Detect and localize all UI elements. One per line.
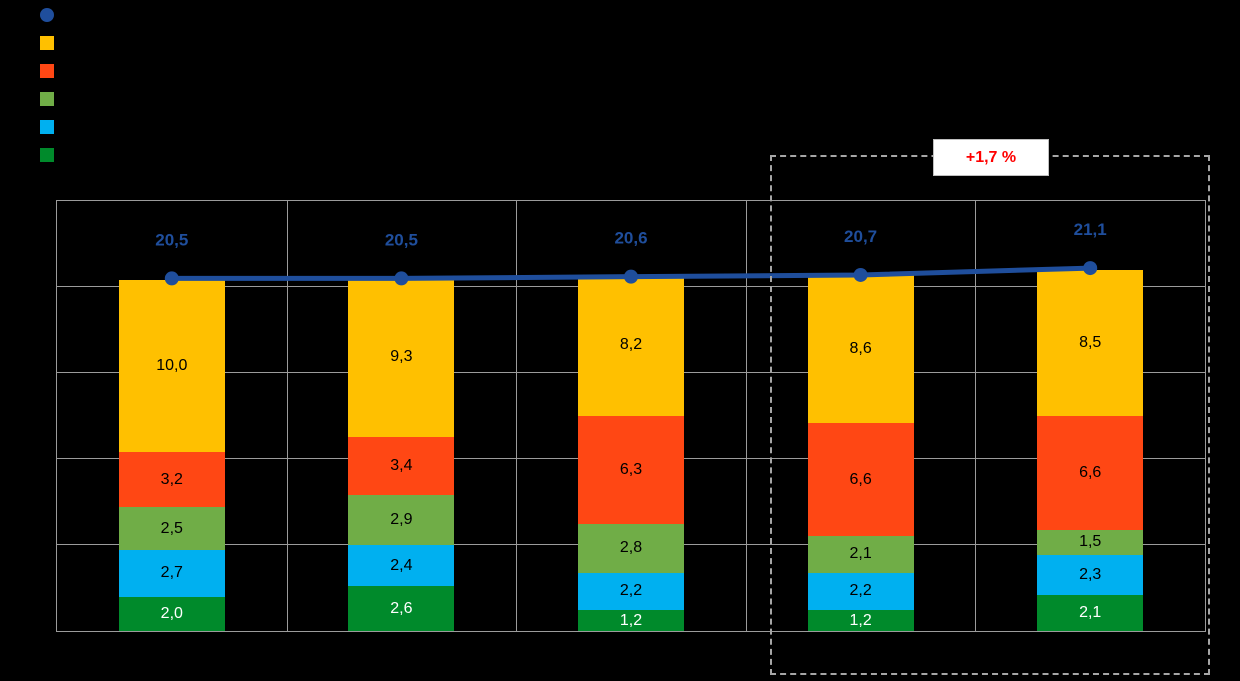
line-point bbox=[624, 269, 638, 284]
plot-area: 2,0 2,7 2,5 3,2 10,0 2,6 2,4 2,9 3,4 9,3 1,2 2,2 2,8… bbox=[56, 200, 1206, 632]
gridline-vertical bbox=[745, 201, 747, 631]
segment-label: 2,0 bbox=[160, 604, 183, 622]
segment-label: 1,2 bbox=[619, 611, 643, 629]
bar-segment-light-blue: 2,4 bbox=[348, 545, 455, 587]
bar-segment-orange: 3,4 bbox=[348, 436, 455, 496]
segment-label: 9,3 bbox=[390, 347, 413, 365]
segment-label: 2,4 bbox=[390, 556, 413, 574]
line-value-label: 20,7 bbox=[844, 227, 877, 246]
segment-label: 2,3 bbox=[1079, 566, 1102, 584]
segment-label: 10,0 bbox=[156, 357, 188, 375]
segment-label: 2,2 bbox=[619, 582, 643, 600]
segment-label: 1,5 bbox=[1079, 533, 1102, 551]
bar-segment-yellow: 8,6 bbox=[807, 274, 914, 423]
line-value-label: 20,6 bbox=[614, 229, 647, 248]
line-value-label: 20,5 bbox=[385, 230, 418, 249]
bar-segment-light-blue: 2,2 bbox=[807, 572, 914, 611]
segment-label: 6,3 bbox=[619, 461, 643, 479]
segment-label: 2,1 bbox=[1079, 603, 1102, 621]
bar-segment-green: 2,9 bbox=[348, 495, 455, 545]
bar-segment-dark-green: 2,0 bbox=[118, 596, 225, 631]
legend-marker-dark-green-series bbox=[40, 148, 54, 162]
segment-label: 2,2 bbox=[849, 582, 872, 600]
bar-segment-dark-green: 1,2 bbox=[807, 610, 914, 631]
bar-segment-green: 2,8 bbox=[578, 524, 684, 573]
total-line-layer: 20,5 20,5 20,6 20,7 21,1 bbox=[155, 220, 1107, 286]
bar-segment-orange: 6,6 bbox=[807, 422, 914, 537]
bar-segment-yellow: 10,0 bbox=[118, 280, 225, 453]
line-point bbox=[164, 271, 179, 286]
gridline-vertical bbox=[286, 201, 288, 631]
line-value-label: 20,5 bbox=[155, 230, 188, 249]
line-point bbox=[1083, 261, 1098, 276]
bar-segment-yellow: 9,3 bbox=[348, 276, 455, 437]
segment-label: 2,1 bbox=[849, 545, 872, 563]
segment-label: 2,7 bbox=[160, 564, 183, 582]
annotation-text: +1,7 % bbox=[965, 148, 1017, 166]
bar-segment-orange: 3,2 bbox=[118, 452, 225, 508]
bar-segment-yellow: 8,2 bbox=[578, 274, 684, 416]
bar-segment-yellow: 8,5 bbox=[1037, 269, 1144, 416]
bar-segment-orange: 6,6 bbox=[1037, 416, 1144, 530]
bar-segment-green: 2,5 bbox=[118, 507, 225, 551]
legend-marker-total-line bbox=[40, 8, 54, 22]
legend bbox=[40, 8, 54, 162]
annotation-box: +1,7 % bbox=[933, 139, 1049, 176]
legend-marker-orange-series bbox=[40, 64, 54, 78]
bar-segment-light-blue: 2,7 bbox=[118, 550, 225, 597]
legend-marker-light-blue-series bbox=[40, 120, 54, 134]
line-value-label: 21,1 bbox=[1074, 220, 1107, 239]
line-point bbox=[394, 271, 409, 286]
segment-label: 2,6 bbox=[390, 599, 413, 617]
gridline-vertical bbox=[516, 201, 518, 631]
legend-marker-green-series bbox=[40, 92, 54, 106]
bar-segment-green: 2,1 bbox=[807, 536, 914, 573]
gridline-vertical bbox=[975, 201, 977, 631]
bar-segment-dark-green: 2,1 bbox=[1037, 594, 1144, 631]
segment-label: 6,6 bbox=[849, 470, 872, 488]
bar-segment-light-blue: 2,3 bbox=[1037, 555, 1144, 595]
segment-label: 2,5 bbox=[160, 519, 183, 537]
segment-label: 3,2 bbox=[160, 470, 183, 488]
segment-label: 8,5 bbox=[1079, 333, 1102, 351]
bar-segment-green: 1,5 bbox=[1037, 529, 1144, 556]
bar-segment-orange: 6,3 bbox=[578, 416, 684, 525]
bar-segment-dark-green: 1,2 bbox=[578, 610, 684, 631]
segment-label: 3,4 bbox=[390, 456, 413, 474]
bar-segment-dark-green: 2,6 bbox=[348, 586, 455, 631]
line-point bbox=[853, 267, 868, 282]
segment-label: 2,9 bbox=[390, 511, 413, 529]
legend-marker-yellow-series bbox=[40, 36, 54, 50]
segment-label: 8,6 bbox=[849, 339, 872, 357]
segment-label: 6,6 bbox=[1079, 463, 1102, 481]
segment-label: 1,2 bbox=[849, 611, 872, 629]
segment-label: 8,2 bbox=[619, 336, 643, 354]
highlight-region bbox=[770, 155, 1210, 675]
segment-label: 2,8 bbox=[619, 539, 643, 557]
bar-segment-light-blue: 2,2 bbox=[578, 572, 684, 611]
